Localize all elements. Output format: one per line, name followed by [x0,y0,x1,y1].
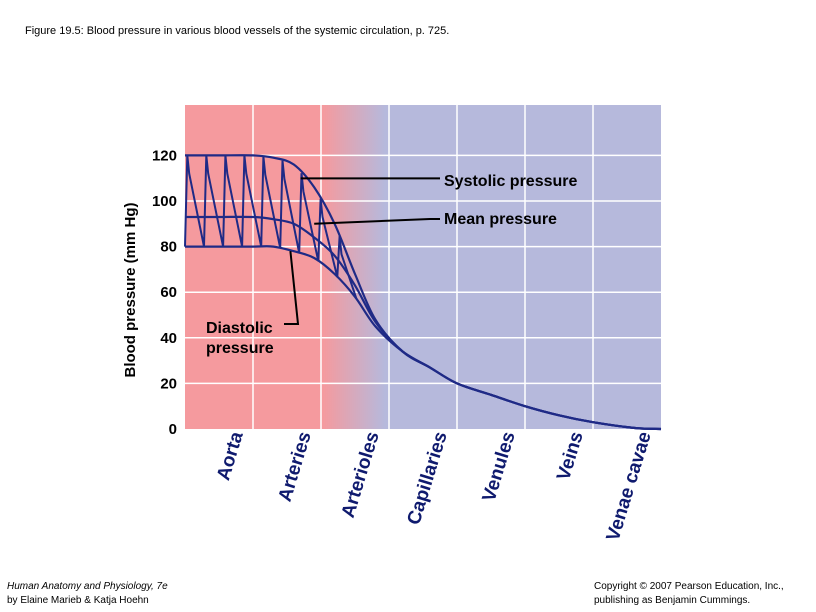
book-authors: by Elaine Marieb & Katja Hoehn [7,595,149,606]
systolic-annotation: Systolic pressure [444,173,578,190]
book-title: Human Anatomy and Physiology, 7e [7,581,168,592]
book-credit: Human Anatomy and Physiology, 7e by Elai… [7,580,168,608]
y-axis-label: Blood pressure (mm Hg) [122,202,139,377]
y-tick-label: 40 [160,330,177,347]
diastolic-leader [284,251,300,325]
annotation-leaders [284,177,440,325]
diastolic-annotation-line1: Diastolic [206,320,273,337]
y-tick-label: 120 [152,147,177,164]
diastolic-line [185,245,662,431]
figure-title: Figure 19.5: Blood pressure in various b… [25,25,450,37]
pressure-curves [185,154,662,431]
plot-background [185,105,661,429]
x-category-label: Aorta [213,429,248,483]
x-category-label: Veins [553,429,588,483]
x-category-label: Arteries [275,429,316,504]
pulse-wave [184,155,358,300]
y-axis-ticks: 0 20 40 60 80 100 120 [152,147,177,438]
y-tick-label: 20 [160,375,177,392]
x-category-label: Capillaries [404,429,452,527]
y-tick-label: 60 [160,284,177,301]
mean-leader [314,218,440,225]
y-tick-label: 0 [169,421,177,438]
x-category-label: Venae cavae [603,429,656,543]
x-category-label: Arterioles [338,429,384,520]
diastolic-annotation: Diastolic pressure [206,320,277,357]
copyright-notice: Copyright © 2007 Pearson Education, Inc.… [594,580,784,608]
mean-annotation: Mean pressure [444,211,557,228]
y-tick-label: 100 [152,193,177,210]
x-category-label: Venules [479,429,520,504]
pulse-waveform [184,155,358,300]
publisher-line: publishing as Benjamin Cummings. [594,595,751,606]
copyright-line: Copyright © 2007 Pearson Education, Inc.… [594,581,784,592]
diastolic-annotation-line2: pressure [206,340,274,357]
y-tick-label: 80 [160,239,177,256]
x-axis-categories: Aorta Arteries Arterioles Capillaries Venule… [213,429,656,544]
